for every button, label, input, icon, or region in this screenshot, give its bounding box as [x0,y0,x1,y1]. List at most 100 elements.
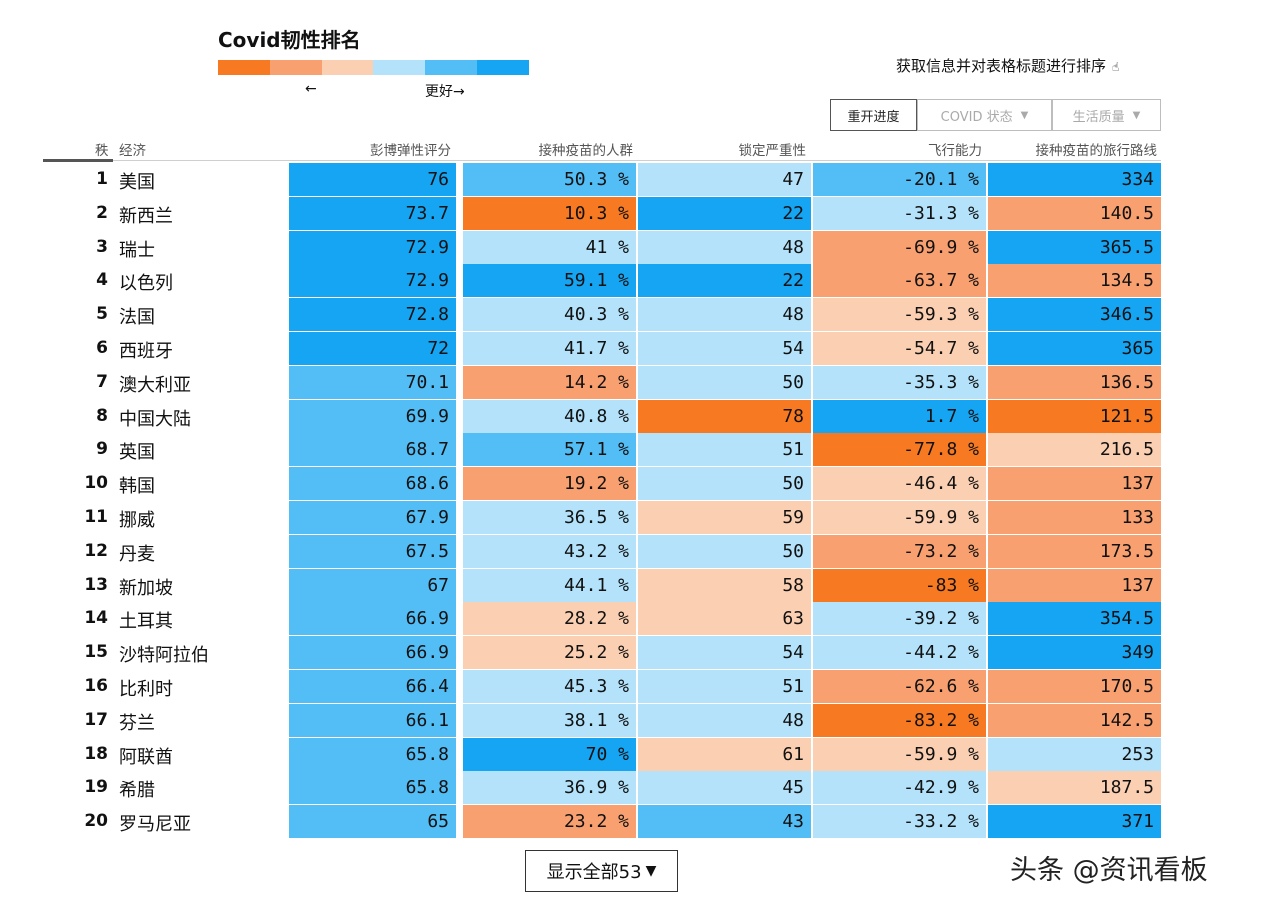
country-cell: 罗马尼亚 [119,814,191,836]
value-cell-c5: 334 [988,163,1161,196]
life-quality-label: 生活质量 [1072,109,1125,125]
value-cell-c4: -83.2 % [813,703,986,737]
filter-controls: 重开进度 COVID 状态 ▼ 生活质量 ▼ [830,99,1161,133]
rank-cell: 9 [96,439,108,460]
value-cell-c5: 121.5 [988,399,1161,433]
value-cell-c3: 22 [638,264,811,298]
country-cell: 阿联酋 [119,746,173,768]
legend-swatch [218,60,270,75]
covid-status-label: COVID 状态 [940,109,1013,125]
table-row: 10 韩国 68.6 19.2 % 50 -46.4 % 137 [0,467,1267,501]
show-all-label: 显示全部53 [546,862,642,883]
table-row: 19 希腊 65.8 36.9 % 45 -42.9 % 187.5 [0,771,1267,805]
value-cell-c4: -62.6 % [813,670,986,703]
value-cell-c1: 72.9 [289,264,456,298]
value-cell-c2: 43.2 % [463,534,636,568]
filter-icon: ▼ [1020,109,1029,121]
value-cell-c2: 50.3 % [463,163,636,196]
value-cell-c4: -54.7 % [813,332,986,365]
rank-cell: 19 [84,777,108,798]
country-cell: 澳大利亚 [119,374,191,396]
reset-button[interactable]: 重开进度 [830,99,917,131]
legend-swatch [373,60,426,75]
value-cell-c5: 354.5 [988,602,1161,636]
country-cell: 西班牙 [119,341,173,362]
rank-cell: 10 [84,473,108,494]
rank-cell: 12 [84,540,108,561]
value-cell-c4: -59.9 % [813,501,986,534]
value-cell-c5: 365.5 [988,230,1161,264]
covid-status-dropdown[interactable]: COVID 状态 ▼ [917,99,1052,131]
value-cell-c3: 58 [638,568,811,602]
value-cell-c2: 23.2 % [463,805,636,839]
value-cell-c1: 72.9 [289,230,456,264]
value-cell-c1: 69.9 [289,399,456,433]
table-row: 4 以色列 72.9 59.1 % 22 -63.7 % 134.5 [0,264,1267,298]
country-cell: 芬兰 [119,712,155,734]
header-vaccinated-travel-routes[interactable]: 接种疫苗的旅行路线 [1035,143,1158,159]
value-cell-c4: -59.3 % [813,298,986,332]
country-cell: 新加坡 [119,577,173,599]
value-cell-c4: -31.3 % [813,196,986,230]
value-cell-c3: 50 [638,534,811,568]
value-cell-c5: 134.5 [988,264,1161,298]
value-cell-c1: 70.1 [289,365,456,399]
value-cell-c4: -63.7 % [813,264,986,298]
value-cell-c1: 67.9 [289,501,456,534]
value-cell-c5: 216.5 [988,433,1161,467]
chevron-down-icon: ▼ [645,863,657,879]
rank-cell: 1 [96,169,108,189]
header-lockdown-severity[interactable]: 锁定严重性 [738,143,807,159]
table-row: 5 法国 72.8 40.3 % 48 -59.3 % 346.5 [0,298,1267,332]
table-row: 11 挪威 67.9 36.5 % 59 -59.9 % 133 [0,501,1267,534]
value-cell-c5: 136.5 [988,365,1161,399]
value-cell-c2: 70 % [463,737,636,771]
table-row: 2 新西兰 73.7 10.3 % 22 -31.3 % 140.5 [0,196,1267,230]
value-cell-c3: 50 [638,365,811,399]
legend-swatch [321,60,374,75]
rank-cell: 8 [96,405,108,426]
value-cell-c1: 66.1 [289,703,456,737]
value-cell-c4: -83 % [813,568,986,602]
header-rank[interactable]: 秩 [95,143,109,159]
legend-swatch [425,60,478,75]
table-row: 3 瑞士 72.9 41 % 48 -69.9 % 365.5 [0,230,1267,264]
value-cell-c3: 48 [638,703,811,737]
show-all-button[interactable]: 显示全部53 ▼ [525,850,678,892]
country-cell: 丹麦 [119,543,155,565]
table-row: 17 芬兰 66.1 38.1 % 48 -83.2 % 142.5 [0,703,1267,737]
value-cell-c3: 51 [638,433,811,467]
value-cell-c4: 1.7 % [813,399,986,433]
legend-better-label: 更好→ [425,84,465,100]
value-cell-c2: 40.8 % [463,399,636,433]
value-cell-c4: -59.9 % [813,737,986,771]
value-cell-c5: 187.5 [988,771,1161,805]
header-economy[interactable]: 经济 [119,143,146,159]
filter-icon: ▼ [1132,109,1141,121]
value-cell-c1: 67.5 [289,534,456,568]
header-resilience-score[interactable]: 彭博弹性评分 [370,143,451,159]
value-cell-c2: 59.1 % [463,264,636,298]
country-cell: 美国 [119,172,155,193]
country-cell: 挪威 [119,510,155,531]
value-cell-c1: 73.7 [289,196,456,230]
value-cell-c5: 142.5 [988,703,1161,737]
value-cell-c5: 140.5 [988,196,1161,230]
value-cell-c1: 67 [289,568,456,602]
header-vaccinated-population[interactable]: 接种疫苗的人群 [538,143,634,159]
value-cell-c2: 38.1 % [463,703,636,737]
value-cell-c4: -77.8 % [813,433,986,467]
value-cell-c1: 72 [289,332,456,365]
life-quality-dropdown[interactable]: 生活质量 ▼ [1052,99,1161,131]
header-flight-capacity[interactable]: 飞行能力 [928,143,982,159]
value-cell-c5: 371 [988,805,1161,839]
value-cell-c2: 25.2 % [463,636,636,670]
value-cell-c2: 14.2 % [463,365,636,399]
value-cell-c4: -39.2 % [813,602,986,636]
header-divider [113,160,1161,161]
sort-hint-text: 获取信息并对表格标题进行排序 [896,57,1107,75]
country-cell: 韩国 [119,476,155,498]
value-cell-c4: -35.3 % [813,365,986,399]
value-cell-c2: 36.5 % [463,501,636,534]
value-cell-c1: 66.9 [289,636,456,670]
